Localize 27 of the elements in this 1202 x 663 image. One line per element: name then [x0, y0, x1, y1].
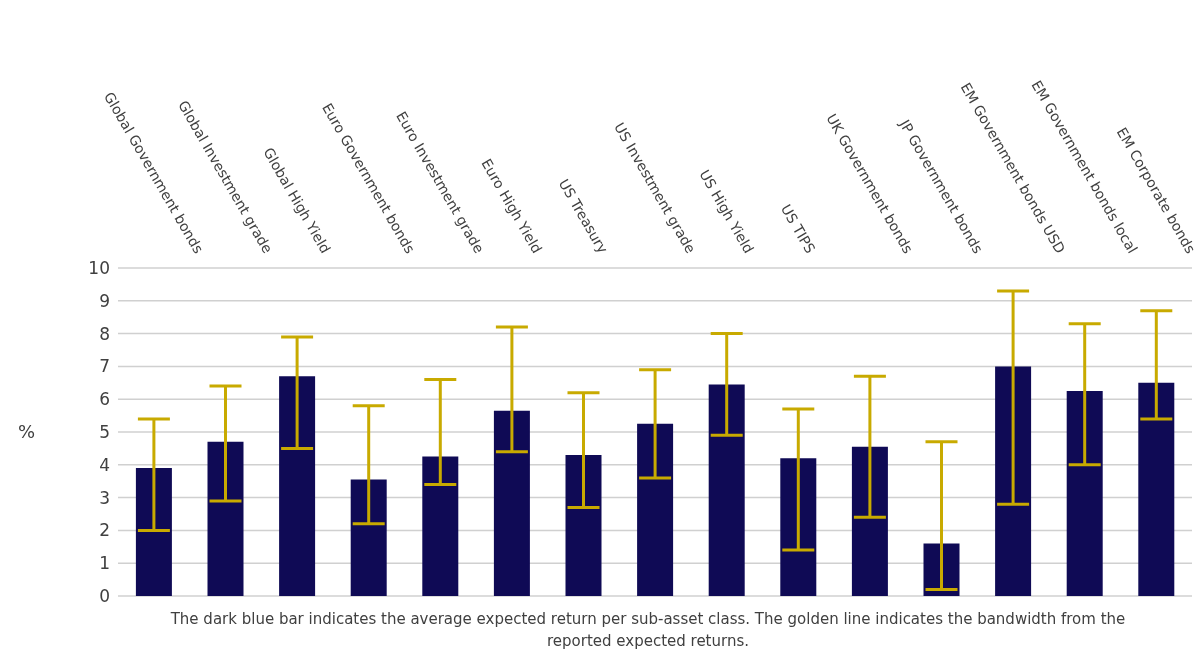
y-tick-label: 8: [99, 323, 110, 344]
y-tick-label: 7: [99, 356, 110, 377]
bar: [637, 423, 674, 596]
bar: [422, 456, 459, 596]
bar: [851, 446, 888, 596]
y-tick-label: 5: [99, 422, 110, 443]
bar: [995, 366, 1032, 596]
bar: [1138, 382, 1175, 596]
bar: [493, 410, 530, 596]
y-tick-label: 3: [99, 487, 110, 508]
text: The dark blue bar indicates the average expected return per sub-asset class. The golden line indicates the bandwidth from the reported expected returns.: [169, 609, 1127, 652]
y-tick-label: 6: [99, 389, 110, 410]
y-tick-label: 1: [99, 553, 110, 574]
bar: [708, 384, 745, 596]
bar: [350, 479, 387, 596]
y-tick-label: 10: [88, 258, 110, 279]
bar: [279, 376, 316, 596]
y-tick-label: 9: [99, 290, 110, 311]
bar: [780, 458, 817, 596]
y-tick-label: 0: [99, 586, 110, 607]
bar: [1066, 391, 1103, 596]
bar: [135, 468, 172, 596]
y-tick-label: 2: [99, 520, 110, 541]
bar: [565, 454, 602, 596]
y-axis-title: %: [18, 421, 36, 443]
bar: [207, 441, 244, 596]
y-tick-label: 4: [99, 454, 110, 475]
